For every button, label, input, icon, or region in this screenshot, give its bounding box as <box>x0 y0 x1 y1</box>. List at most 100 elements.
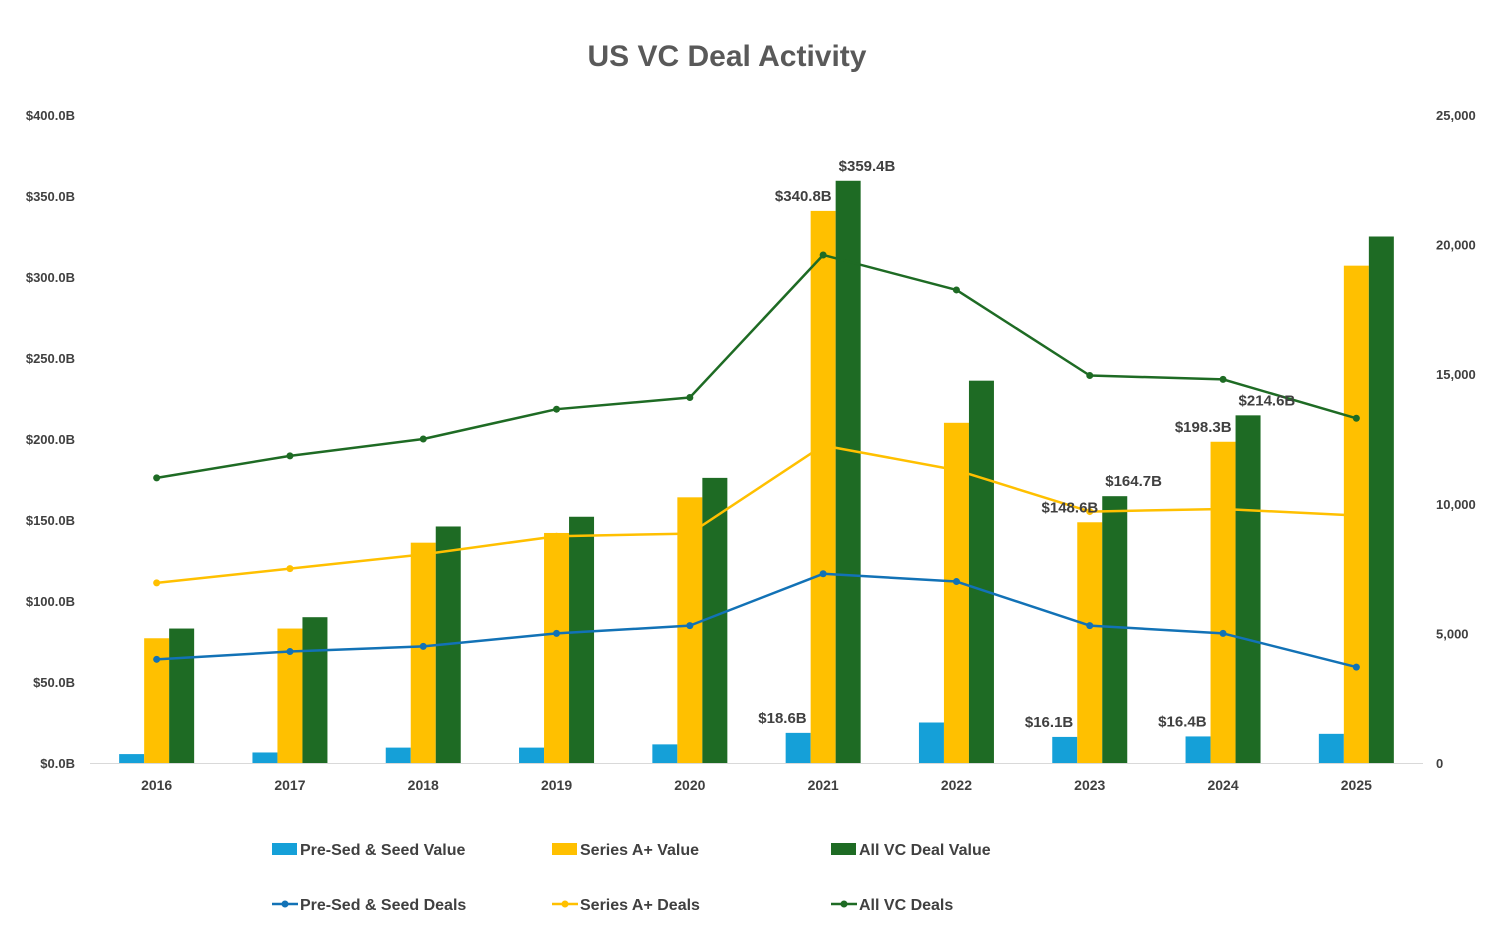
data-label: $359.4B <box>839 158 896 175</box>
y-left-tick-label: $250.0B <box>26 351 75 366</box>
point-all-vc-deals <box>1352 414 1360 422</box>
x-tick-label: 2016 <box>141 777 172 793</box>
line-series-a-deals <box>156 444 1357 585</box>
legend: Pre-Sed & Seed Value Series A+ Value All V… <box>272 842 991 914</box>
bar-pre-sed-seed-value <box>119 754 145 763</box>
legend-label: All VC Deals <box>859 897 953 914</box>
legend-marker <box>840 900 848 908</box>
bar-all-vc-deal-value <box>569 516 595 763</box>
y-left-tick-label: $0.0B <box>40 756 75 771</box>
data-label: $18.6B <box>758 710 807 727</box>
y-right-tick-label: 5,000 <box>1436 626 1469 641</box>
point-pre-sed-seed-deals <box>1086 622 1094 630</box>
bar-series-a-value <box>943 422 969 763</box>
bar-pre-sed-seed-value <box>652 744 678 763</box>
data-label: $214.6B <box>1239 392 1296 409</box>
legend-swatch <box>831 843 856 855</box>
point-all-vc-deals <box>952 286 960 294</box>
point-series-a-deals <box>553 532 561 540</box>
bar-pre-sed-seed-value <box>1318 733 1344 763</box>
y-left-tick-label: $200.0B <box>26 432 75 447</box>
bar-pre-sed-seed-value <box>785 732 811 763</box>
x-tick-label: 2019 <box>541 777 572 793</box>
bar-series-a-value <box>410 542 436 763</box>
bar-all-vc-deal-value <box>169 628 195 763</box>
legend-label: Pre-Sed & Seed Deals <box>300 897 466 914</box>
legend-marker <box>561 900 569 908</box>
point-all-vc-deals <box>286 452 294 460</box>
bar-pre-sed-seed-value <box>1185 736 1211 763</box>
x-tick-label: 2023 <box>1074 777 1105 793</box>
x-tick-label: 2022 <box>941 777 972 793</box>
point-pre-sed-seed-deals <box>286 648 294 656</box>
legend-item-pre-sed-seed-value: Pre-Sed & Seed Value <box>272 842 466 859</box>
legend-label: Series A+ Value <box>580 842 699 859</box>
point-pre-sed-seed-deals <box>819 570 827 578</box>
data-label: $16.4B <box>1158 713 1207 730</box>
data-label: $148.6B <box>1042 499 1099 516</box>
axes-layer: $0.0B $50.0B $100.0B $150.0B $200.0B $250.0B $… <box>26 108 1476 793</box>
bar-pre-sed-seed-value <box>918 722 944 763</box>
bars-layer <box>119 180 1394 764</box>
lines-layer <box>153 251 1360 671</box>
x-tick-label: 2025 <box>1341 777 1372 793</box>
point-pre-sed-seed-deals <box>553 629 561 637</box>
legend-item-series-a-deals: Series A+ Deals <box>552 897 700 914</box>
bar-pre-sed-seed-value <box>385 747 411 763</box>
legend-item-series-a-value: Series A+ Value <box>552 842 699 859</box>
point-all-vc-deals <box>819 251 827 259</box>
point-all-vc-deals <box>153 474 161 482</box>
point-all-vc-deals <box>553 405 561 413</box>
y-left-tick-label: $100.0B <box>26 594 75 609</box>
bar-series-a-value <box>677 497 703 763</box>
bar-all-vc-deal-value <box>1235 415 1261 763</box>
x-tick-label: 2021 <box>808 777 839 793</box>
bar-pre-sed-seed-value <box>519 747 545 763</box>
bar-series-a-value <box>544 532 570 763</box>
legend-label: Pre-Sed & Seed Value <box>300 842 466 859</box>
point-all-vc-deals <box>686 394 694 402</box>
y-left-tick-label: $150.0B <box>26 513 75 528</box>
legend-label: All VC Deal Value <box>859 842 991 859</box>
point-pre-sed-seed-deals <box>419 642 427 650</box>
labels-layer: $18.6B $16.1B $16.4B $340.8B $148.6B $198.3B $… <box>758 158 1295 731</box>
y-right-tick-label: 20,000 <box>1436 238 1476 253</box>
bar-all-vc-deal-value <box>302 617 328 763</box>
data-label: $164.7B <box>1105 473 1162 490</box>
bar-series-a-value <box>1077 522 1103 763</box>
line-pre-sed-seed-deals <box>156 572 1357 669</box>
x-tick-label: 2024 <box>1207 777 1238 793</box>
x-tick-label: 2020 <box>674 777 705 793</box>
point-series-a-deals <box>819 441 827 449</box>
y-right-tick-label: 10,000 <box>1436 497 1476 512</box>
legend-marker <box>281 900 289 908</box>
point-all-vc-deals <box>1219 375 1227 383</box>
data-label: $340.8B <box>775 188 832 205</box>
legend-item-pre-sed-seed-deals: Pre-Sed & Seed Deals <box>272 897 466 914</box>
legend-swatch <box>552 843 577 855</box>
point-series-a-deals <box>1086 508 1094 516</box>
y-right-tick-label: 0 <box>1436 756 1443 771</box>
point-all-vc-deals <box>1086 371 1094 379</box>
x-tick-label: 2017 <box>274 777 305 793</box>
point-pre-sed-seed-deals <box>1352 663 1360 671</box>
legend-swatch <box>272 843 297 855</box>
bar-all-vc-deal-value <box>968 380 994 763</box>
data-label: $198.3B <box>1175 419 1232 436</box>
point-pre-sed-seed-deals <box>952 578 960 586</box>
bar-pre-sed-seed-value <box>1052 736 1078 763</box>
bar-pre-sed-seed-value <box>252 752 278 763</box>
point-series-a-deals <box>686 530 694 538</box>
y-left-tick-label: $400.0B <box>26 108 75 123</box>
point-pre-sed-seed-deals <box>686 622 694 630</box>
bar-all-vc-deal-value <box>835 180 861 764</box>
y-right-tick-label: 25,000 <box>1436 108 1476 123</box>
y-right-tick-label: 15,000 <box>1436 367 1476 382</box>
point-all-vc-deals <box>419 435 427 443</box>
chart-title: US VC Deal Activity <box>588 40 867 73</box>
legend-label: Series A+ Deals <box>580 897 700 914</box>
point-series-a-deals <box>153 579 161 587</box>
line-all-vc-deals <box>156 253 1357 480</box>
